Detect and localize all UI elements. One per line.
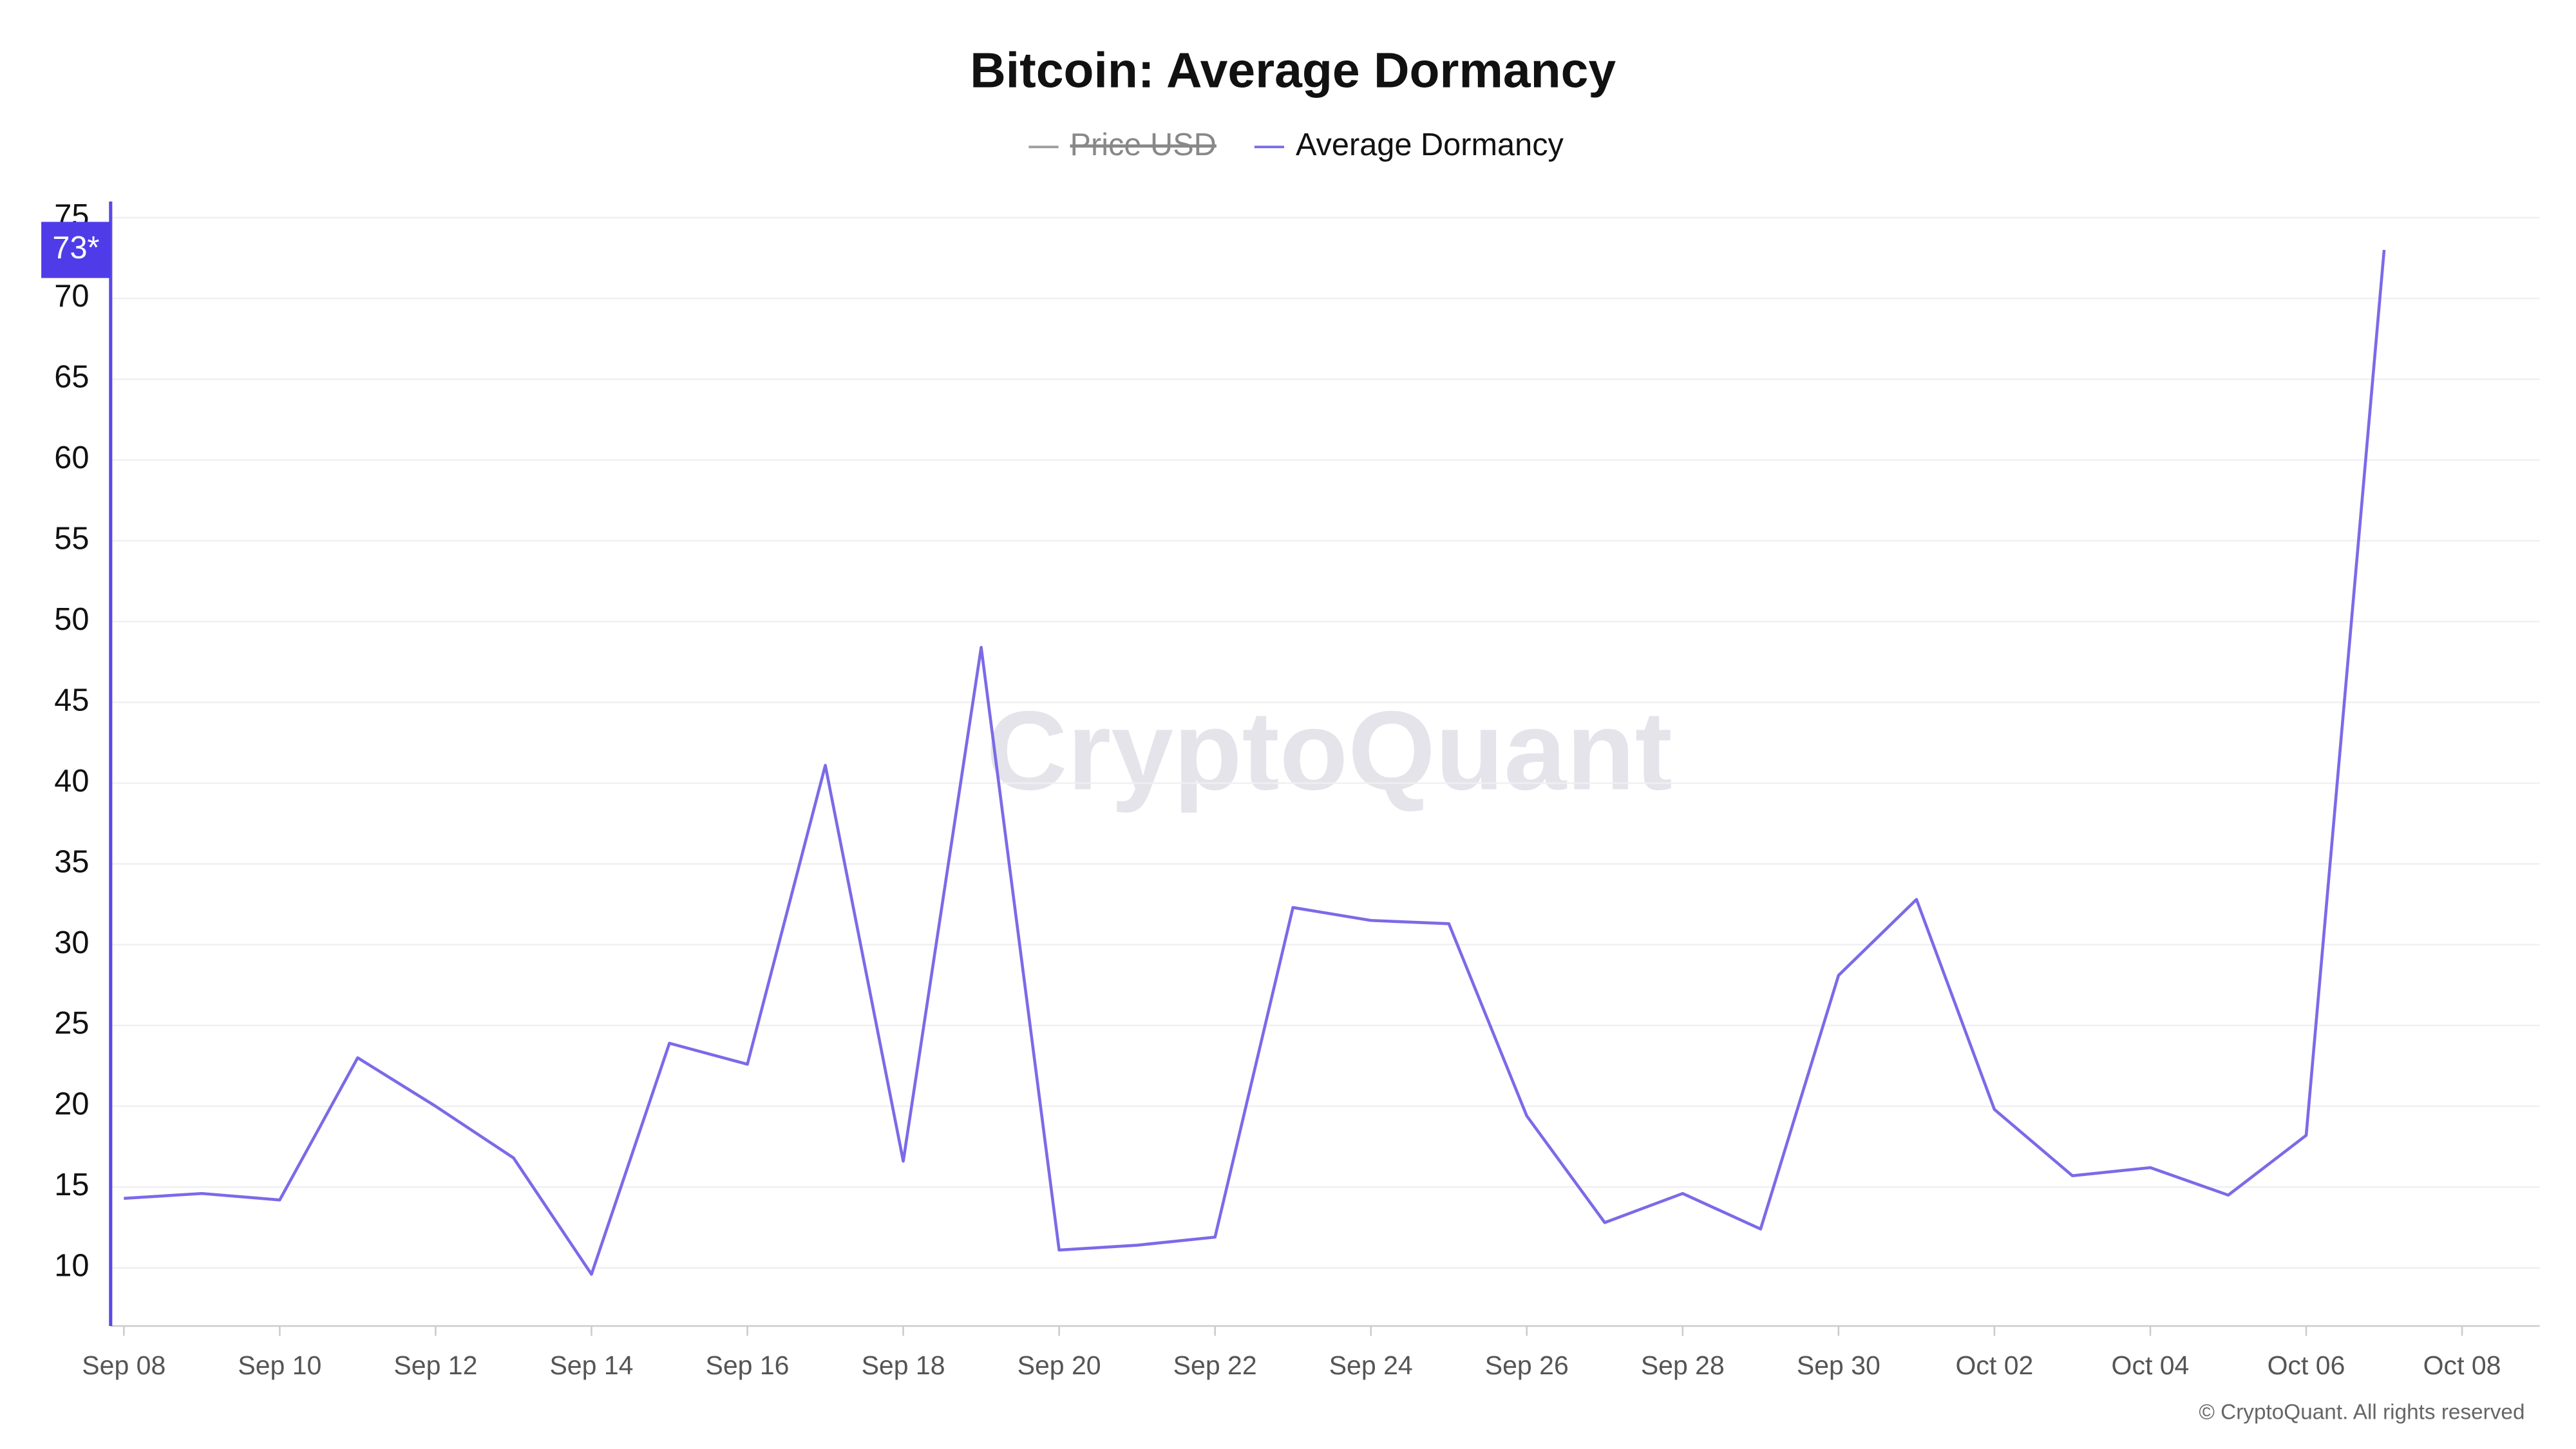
x-tick-label: Oct 04 (2112, 1350, 2190, 1380)
y-tick-label: 45 (54, 683, 89, 717)
y-tick-label: 35 (54, 844, 89, 879)
y-tick-label: 55 (54, 522, 89, 556)
y-tick-label: 65 (54, 360, 89, 395)
x-tick-label: Sep 10 (238, 1350, 321, 1380)
current-value-label: 73* (52, 231, 99, 265)
x-tick-label: Sep 22 (1173, 1350, 1257, 1380)
x-tick-label: Oct 08 (2423, 1350, 2501, 1380)
y-tick-label: 25 (54, 1006, 89, 1041)
data-line (124, 249, 2386, 1276)
copyright: © CryptoQuant. All rights reserved (2199, 1401, 2524, 1425)
y-tick-label: 50 (54, 602, 89, 637)
y-tick-label: 40 (54, 764, 89, 799)
legend-label[interactable]: Price USD (1070, 128, 1217, 162)
chart-title: Bitcoin: Average Dormancy (970, 43, 1616, 99)
y-tick-label: 15 (54, 1168, 89, 1202)
x-tick-label: Sep 08 (82, 1350, 166, 1380)
y-tick-label: 20 (54, 1087, 89, 1122)
x-tick-label: Sep 30 (1797, 1350, 1880, 1380)
legend-label[interactable]: Average Dormancy (1296, 128, 1564, 162)
y-tick-label: 30 (54, 925, 89, 960)
y-tick-label: 60 (54, 440, 89, 475)
x-tick-label: Sep 28 (1641, 1350, 1725, 1380)
x-tick-label: Oct 02 (1956, 1350, 2034, 1380)
current-value-badge (41, 222, 111, 278)
y-tick-label: 70 (54, 279, 89, 314)
watermark: CryptoQuant (986, 688, 1672, 813)
x-tick-label: Sep 16 (706, 1350, 790, 1380)
x-tick-label: Sep 12 (393, 1350, 477, 1380)
x-tick-label: Sep 14 (549, 1350, 633, 1380)
x-tick-label: Sep 26 (1485, 1350, 1569, 1380)
y-tick-label: 10 (54, 1249, 89, 1283)
x-tick-label: Oct 06 (2268, 1350, 2345, 1380)
x-tick-label: Sep 20 (1018, 1350, 1101, 1380)
x-tick-label: Sep 18 (862, 1350, 945, 1380)
x-tick-label: Sep 24 (1329, 1350, 1413, 1380)
